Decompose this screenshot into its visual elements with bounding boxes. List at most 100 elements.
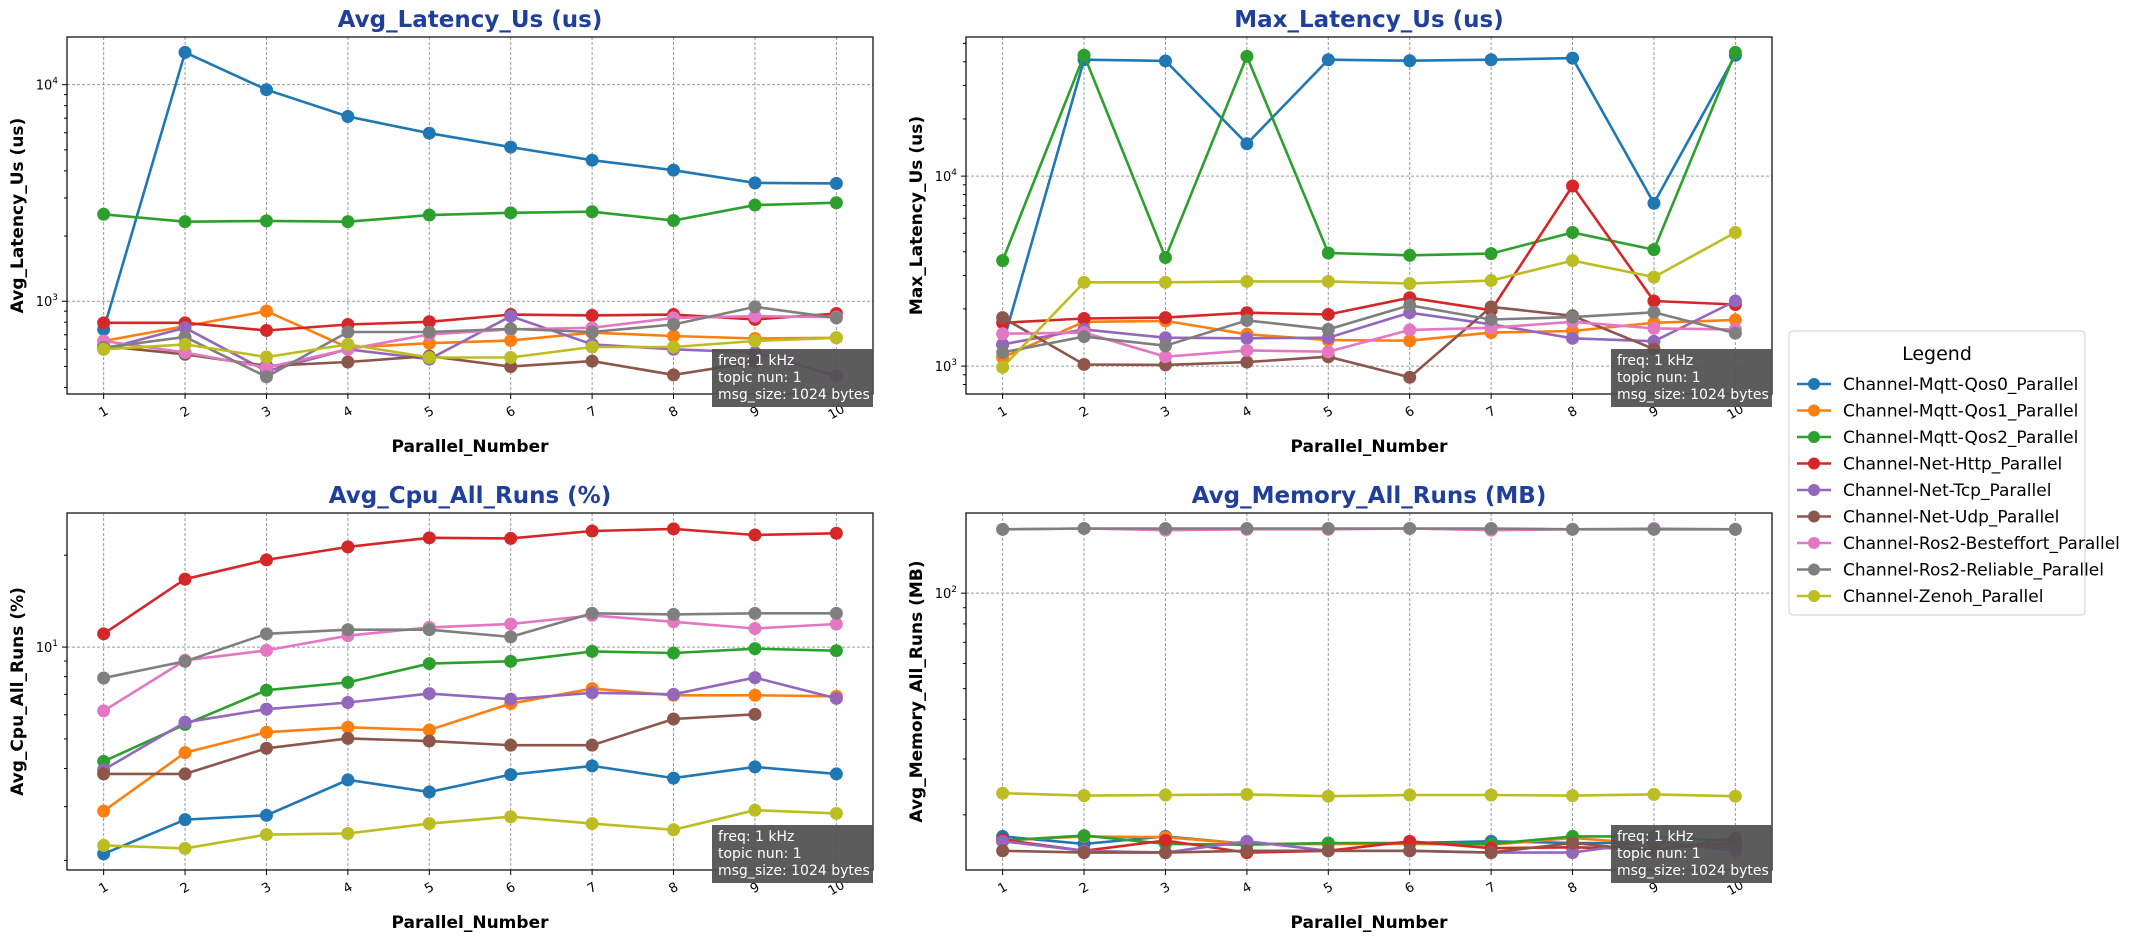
legend-label: Channel-Net-Http_Parallel [1843,455,2062,475]
data-point [1484,521,1498,535]
x-tick-label: 2 [1077,880,1092,897]
legend-marker [1808,537,1820,549]
data-point [1484,300,1498,314]
data-point [585,817,599,831]
data-point [748,688,762,702]
y-tick-label: 104 [36,77,59,94]
y-tick-label: 103 [36,293,58,310]
annotation-background [712,825,873,883]
data-point [422,817,436,831]
x-tick-label: 4 [341,880,356,897]
series-line [1002,791,1736,798]
data-point [1077,275,1091,289]
data-point [178,321,192,335]
data-point [1728,326,1742,340]
data-point [259,643,273,657]
series-line [1001,54,1737,345]
data-point [667,607,681,621]
data-point [178,572,192,586]
data-point [1158,788,1172,802]
data-point [1158,521,1172,535]
annotation-text: topic nun: 1 [1617,370,1701,386]
data-point [1158,311,1172,325]
data-point [259,808,273,822]
data-point [1240,137,1254,151]
data-point [259,83,273,97]
data-point [1566,846,1580,860]
legend-item: Channel-Ros2-Besteffort_Parallel [1797,534,2120,554]
chart-title: Avg_Latency_Us (us) [338,7,603,33]
legend-label: Channel-Mqtt-Qos1_Parallel [1843,402,2078,422]
data-point [1077,312,1091,326]
series-line [1002,299,1736,346]
data-point [341,773,355,787]
data-point [585,205,599,219]
legend-label: Channel-Ros2-Reliable_Parallel [1843,561,2104,581]
data-point [667,522,681,536]
data-point [748,803,762,817]
data-point [422,350,436,364]
data-point [667,687,681,701]
data-point [829,196,843,210]
plot-area [996,45,1742,384]
data-point [1403,248,1417,262]
data-point [667,329,681,343]
data-point [341,540,355,554]
legend-label: Channel-Ros2-Besteffort_Parallel [1843,534,2120,554]
data-point [341,109,355,123]
data-point [1077,357,1091,371]
x-tick-label: 2 [178,404,193,421]
legend-marker [1808,590,1820,602]
data-point [748,300,762,314]
data-point [1566,836,1580,850]
series-Channel-Mqtt-Qos2_Parallel [97,642,843,768]
data-point [996,360,1010,374]
data-point [1077,48,1091,62]
data-point [1158,250,1172,264]
series-Channel-Zenoh_Parallel [97,803,843,855]
data-point [585,606,599,620]
x-tick-label: 8 [1565,404,1580,421]
data-point [1403,521,1417,535]
series-line [103,314,837,369]
series-line [103,611,837,680]
data-point [1321,307,1335,321]
data-point [996,786,1010,800]
data-point [996,311,1010,325]
series-line [103,764,837,856]
data-point [1647,522,1661,536]
y-axis-label: Avg_Cpu_All_Runs (%) [8,587,28,796]
data-point [748,707,762,721]
series-line [1001,231,1737,369]
data-point [97,671,111,685]
data-point [341,826,355,840]
x-tick-label: 1 [97,880,112,897]
data-point [1403,334,1417,348]
data-point [748,528,762,542]
series-Channel-Mqtt-Qos2_Parallel [97,196,843,229]
data-point [996,834,1010,848]
subplot-1: Avg_Latency_Us (us)1 2 3 4 5 6 7 8 9 10103104Para… [8,7,874,457]
subplot-4: Avg_Memory_All_Runs (MB)1 2 3 4 5 6 7 8 9 10102Pa… [907,483,1773,933]
series-Channel-Mqtt-Qos2_Parallel [996,45,1742,268]
data-point [341,720,355,734]
y-tick-label: 104 [935,168,958,185]
axes-frame [66,512,874,871]
chart-title: Avg_Memory_All_Runs (MB) [1192,483,1547,509]
data-point [504,738,518,752]
legend-marker [1808,510,1820,523]
data-point [1077,829,1091,843]
data-point [422,126,436,140]
annotation-text: topic nun: 1 [718,370,802,386]
legend-marker [1808,378,1820,390]
data-point [1158,846,1172,860]
y-axis-label: Avg_Memory_All_Runs (MB) [907,560,927,822]
data-point [1240,343,1254,357]
series-line [103,309,837,349]
x-tick-label: 2 [178,880,193,897]
legend-item: Channel-Mqtt-Qos0_Parallel [1797,375,2078,395]
data-point [178,715,192,729]
data-point [1403,834,1417,848]
data-point [341,675,355,689]
